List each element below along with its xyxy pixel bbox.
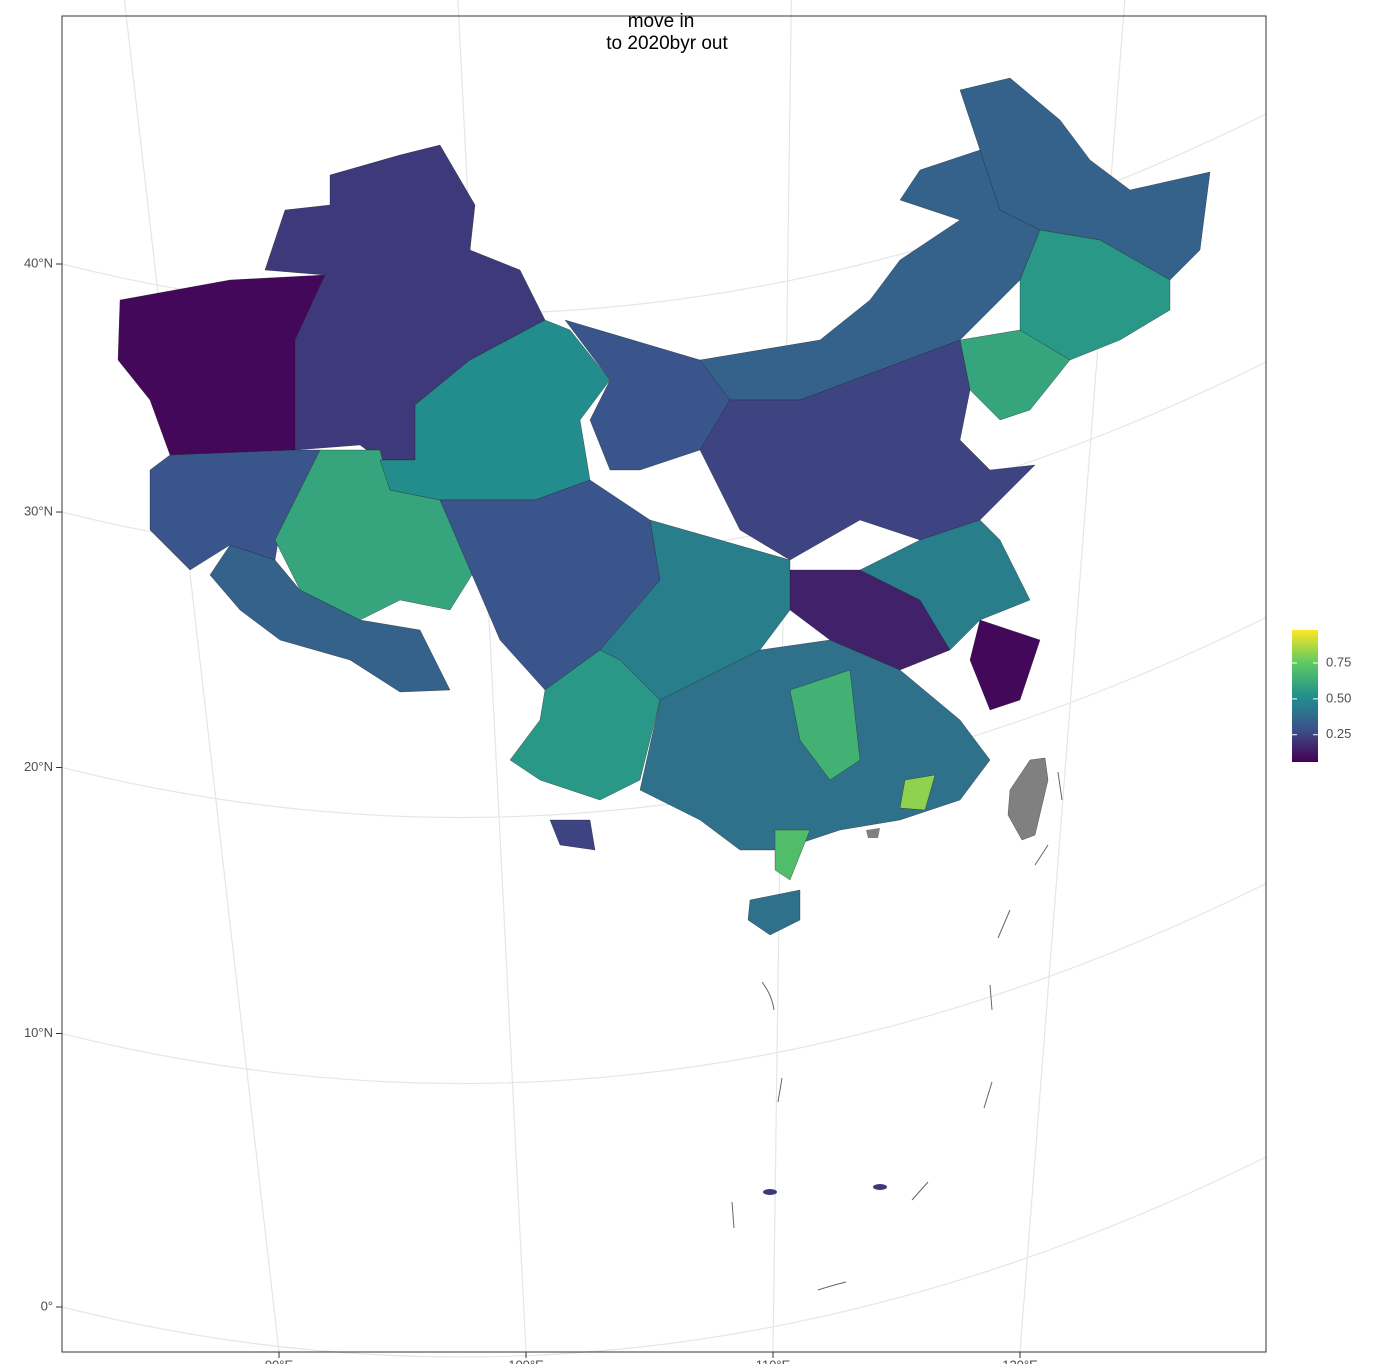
region — [959, 77, 1211, 281]
lon-grid-line — [123, 0, 280, 1353]
lat-grid-line — [61, 882, 1267, 1085]
region — [1019, 229, 1171, 361]
no-data-region — [1007, 757, 1049, 841]
lon-label: 100°E — [508, 1357, 544, 1364]
lat-label: 40°N — [24, 255, 53, 270]
title-line: move in — [628, 11, 695, 32]
lat-grid-line — [61, 616, 1267, 819]
island — [763, 1189, 777, 1195]
legend: 0.25 0.50 0.75 — [1292, 630, 1351, 762]
lon-label: 90°E — [265, 1357, 294, 1364]
colorbar — [1292, 630, 1318, 762]
colorbar-label: 0.50 — [1326, 690, 1351, 705]
region — [789, 669, 861, 781]
island — [873, 1184, 887, 1190]
lat-label: 20°N — [24, 759, 53, 774]
title-line: to 2020byr out — [606, 33, 728, 54]
region — [774, 829, 811, 881]
panel-border — [61, 15, 1267, 1353]
lat-label: 30°N — [24, 503, 53, 518]
region — [699, 339, 1036, 561]
lat-label: 10°N — [24, 1025, 53, 1040]
regions — [117, 77, 1211, 936]
lat-label: 0° — [41, 1298, 53, 1313]
region — [969, 619, 1041, 711]
colorbar-label: 0.75 — [1326, 654, 1351, 669]
region — [899, 774, 936, 811]
lon-label: 120°E — [1002, 1357, 1038, 1364]
region — [209, 544, 451, 693]
boundary-lines — [731, 771, 1063, 1291]
colorbar-label: 0.25 — [1326, 726, 1351, 741]
region — [509, 649, 661, 801]
lon-label: 110°E — [756, 1357, 791, 1364]
lat-grid-line — [61, 1156, 1267, 1358]
no-data-region — [866, 828, 880, 838]
region — [117, 274, 326, 456]
region — [747, 889, 801, 936]
region — [549, 819, 596, 851]
